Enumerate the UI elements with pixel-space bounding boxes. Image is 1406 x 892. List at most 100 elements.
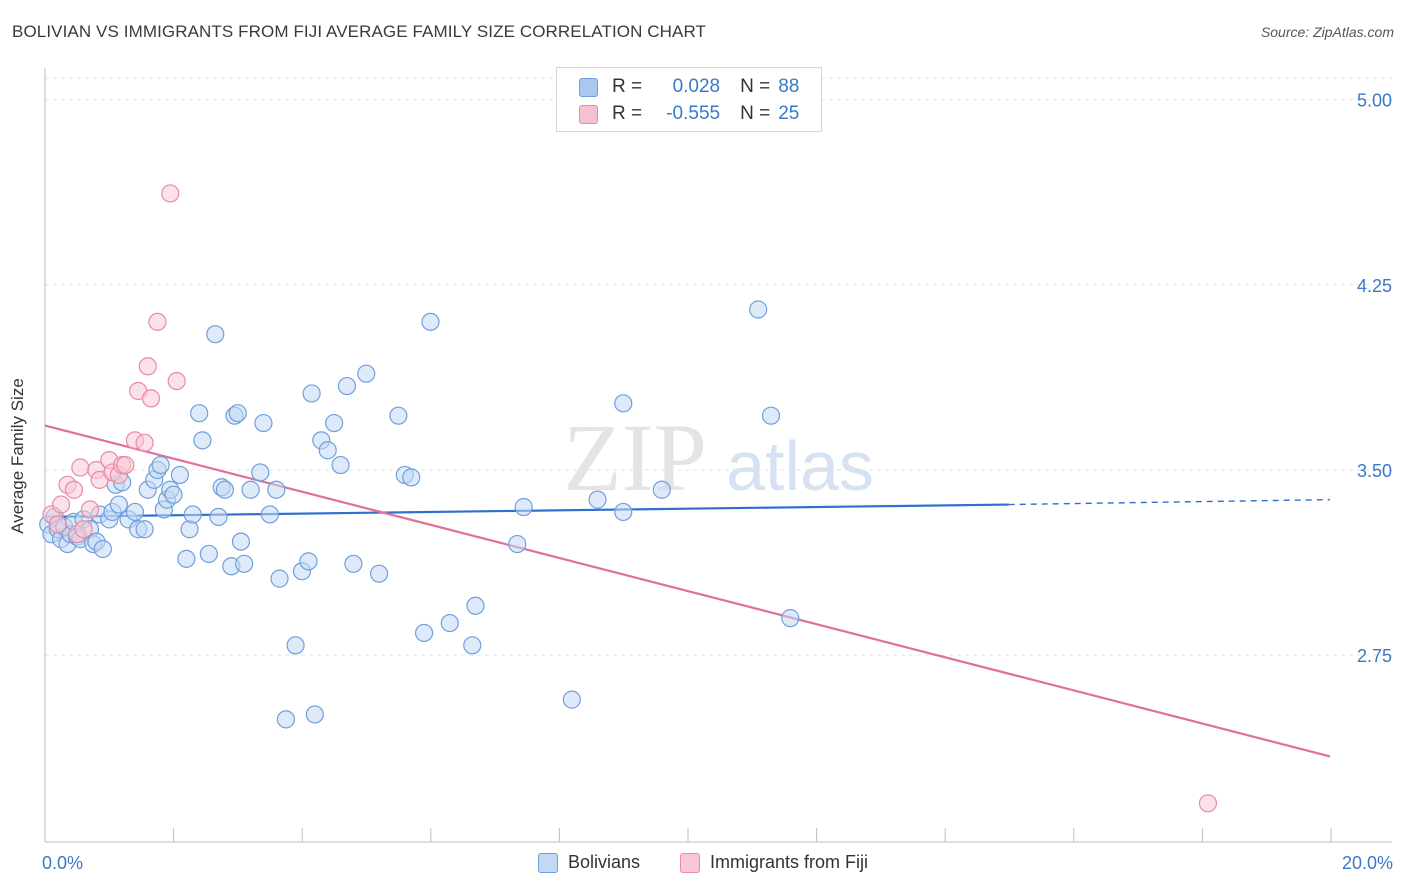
bolivian-point [466, 596, 485, 615]
bolivian-point [209, 507, 228, 526]
fiji-point [80, 500, 100, 519]
bolivian-point [370, 564, 389, 583]
legend-item-fiji: Immigrants from Fiji [680, 852, 868, 873]
bolivian-point [302, 384, 321, 403]
fiji-point [148, 312, 167, 331]
fiji-point [48, 515, 67, 534]
n-value: 25 [778, 103, 800, 124]
bolivian-point [183, 505, 202, 524]
bolivian-point [337, 376, 357, 396]
fiji-point [161, 184, 180, 203]
bolivian-point [421, 312, 440, 331]
bolivian-point [235, 554, 254, 573]
series-legend: Bolivians Immigrants from Fiji [0, 852, 1406, 873]
chart-title: BOLIVIAN VS IMMIGRANTS FROM FIJI AVERAGE… [12, 22, 707, 41]
legend-item-bolivians: Bolivians [537, 852, 641, 873]
bolivian-point [357, 364, 376, 383]
data-points [39, 184, 1218, 813]
bolivian-point [135, 520, 154, 539]
r-value: -0.555 [666, 103, 721, 124]
legend-swatch-bolivians [537, 852, 558, 873]
bolivian-point [286, 636, 305, 655]
r-value: 0.028 [672, 76, 721, 97]
fiji-point [74, 520, 93, 539]
bolivian-point [749, 300, 768, 319]
bolivian-point [199, 544, 218, 564]
legend-label: Bolivians [567, 852, 641, 872]
legend-swatch-fiji [680, 852, 701, 873]
bolivian-point [251, 463, 270, 482]
bolivian-point [305, 705, 324, 724]
bolivian-point [781, 609, 800, 628]
legend-swatch-fiji [579, 104, 598, 124]
bolivian-point [193, 431, 212, 450]
bolivian-point [267, 480, 286, 499]
fiji-point [138, 357, 157, 376]
bolivian-point [206, 325, 225, 344]
fiji-point [51, 495, 71, 514]
bolivian-point [440, 613, 459, 633]
correlation-legend: R = 0.028 N = 88 R = -0.555 N = 25 [556, 67, 822, 132]
axes: 2.75 3.50 4.25 5.00 0.0% 20.0% [42, 68, 1393, 873]
bolivian-point [463, 636, 482, 655]
bolivian-point [652, 480, 671, 499]
fiji-point [1198, 794, 1218, 813]
bolivian-point [151, 455, 170, 475]
fiji-point [141, 389, 161, 408]
bolivian-point [215, 480, 234, 499]
legend-row-fiji: R = -0.555 N = 25 [579, 101, 799, 127]
bolivian-point [414, 623, 434, 643]
bolivian-point [93, 539, 112, 559]
bolivian-point [331, 455, 350, 475]
bolivian-point [562, 690, 581, 709]
bolivian-point [241, 480, 260, 499]
bolivian-point [318, 441, 337, 460]
legend-label: Immigrants from Fiji [710, 852, 869, 872]
x-tick-label: 0.0% [42, 853, 83, 873]
n-label: N = [740, 103, 771, 124]
bolivian-point [761, 406, 781, 425]
fiji-point [167, 372, 186, 391]
bolivian-point [325, 413, 344, 433]
y-tick-label: 4.25 [1357, 276, 1392, 296]
source-credit: Source: ZipAtlas.com [1260, 24, 1394, 40]
fiji-point [116, 455, 135, 475]
bolivian-point [260, 505, 279, 524]
r-label: R = [612, 103, 643, 124]
n-value: 88 [778, 76, 800, 97]
watermark: ZIP atlas [563, 404, 874, 511]
fiji-point [71, 458, 90, 477]
y-tick-label: 5.00 [1357, 91, 1392, 111]
legend-swatch-bolivians [579, 77, 598, 97]
y-tick-label: 2.75 [1357, 646, 1392, 666]
bolivian-point [125, 502, 145, 522]
bolivian-point [588, 490, 607, 509]
bolivian-point [276, 710, 296, 729]
bolivian-point [299, 552, 318, 571]
x-tick-label: 20.0% [1342, 853, 1393, 873]
bolivian-point [231, 532, 251, 551]
bolivian-point [270, 569, 289, 588]
bolivian-point [177, 549, 196, 568]
bolivian-point [614, 502, 633, 522]
y-tick-label: 3.50 [1357, 461, 1392, 481]
bolivian-point [109, 495, 128, 514]
watermark-zip: ZIP [563, 404, 707, 511]
bolivian-point [180, 520, 199, 539]
bolivian-point [514, 497, 533, 517]
y-axis-label: Average Family Size [8, 378, 27, 534]
n-label: N = [740, 76, 771, 97]
legend-row-bolivians: R = 0.028 N = 88 [579, 74, 799, 100]
bolivian-point [508, 534, 527, 554]
bolivian-point [164, 485, 183, 504]
fiji-point [135, 433, 154, 452]
bolivian-point [389, 406, 408, 425]
watermark-atlas: atlas [726, 427, 874, 505]
bolivian-point [402, 468, 421, 487]
bolivian-point [344, 554, 363, 573]
bolivian-point [254, 413, 273, 433]
bolivian-point [170, 465, 190, 485]
r-label: R = [612, 76, 643, 97]
fiji-point [64, 480, 84, 499]
